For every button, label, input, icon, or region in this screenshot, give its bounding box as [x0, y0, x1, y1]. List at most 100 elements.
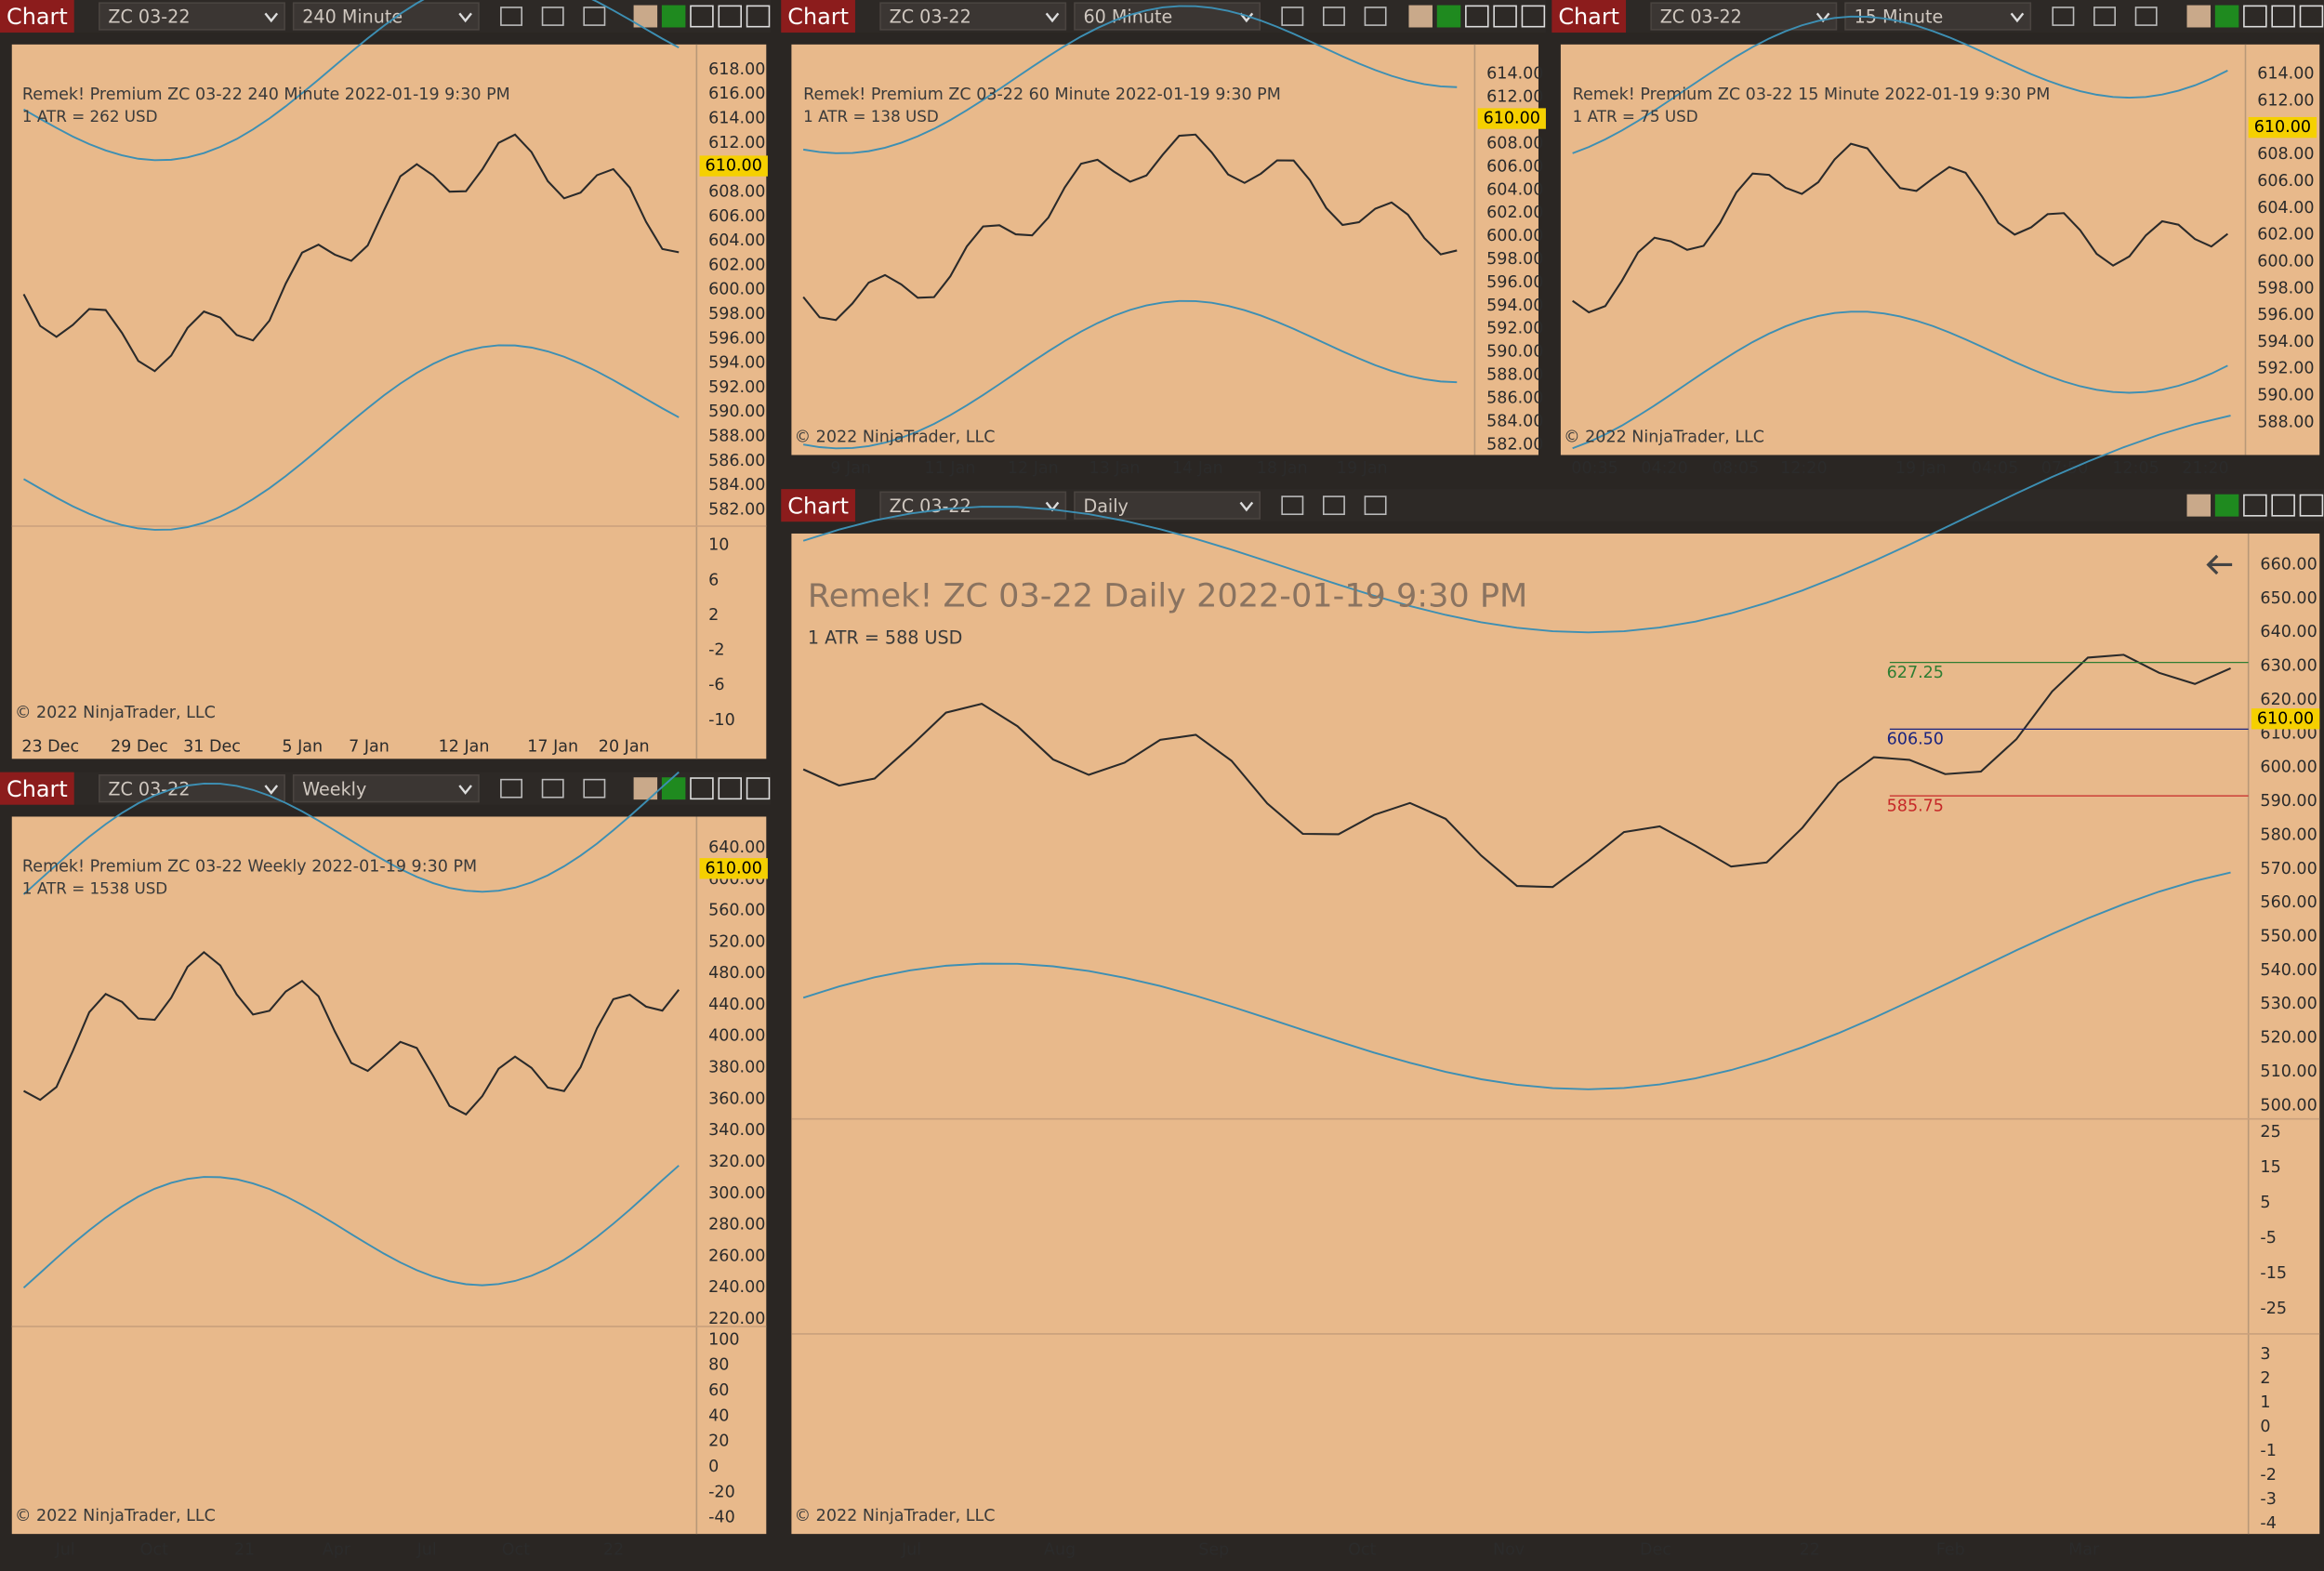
window-button[interactable] [2214, 5, 2239, 28]
tool-icon[interactable] [500, 7, 523, 26]
dropdown-arrow[interactable] [1239, 12, 1254, 23]
tool-icon[interactable] [2052, 7, 2075, 26]
window-button[interactable] [1493, 5, 1517, 28]
x-tick-label: 9 Jan [830, 459, 871, 478]
chart-tab-label[interactable]: Chart [7, 4, 68, 30]
tool-icon[interactable] [583, 778, 606, 799]
window-button[interactable] [2299, 494, 2324, 517]
window-button[interactable] [2271, 494, 2295, 517]
upper-band [802, 415, 2231, 634]
chart-tab[interactable] [0, 0, 74, 33]
window-button[interactable] [1465, 5, 1489, 28]
x-tick-label: 08:05 [1712, 459, 1759, 478]
window-button[interactable] [2271, 5, 2295, 28]
window-button[interactable] [2186, 5, 2212, 28]
tool-icon[interactable] [2134, 7, 2158, 26]
chart-tab[interactable] [1552, 0, 1627, 33]
window-button[interactable] [690, 777, 714, 800]
tool-icon[interactable] [583, 7, 606, 26]
price-tick-label: 612.00 [1486, 88, 1543, 107]
window-button[interactable] [1408, 5, 1433, 28]
x-tick-label: 17 Jan [527, 738, 578, 757]
dropdown-arrow[interactable] [2010, 12, 2025, 23]
chart-panel [791, 44, 1538, 455]
period-dropdown[interactable] [1074, 491, 1261, 520]
lower-band [22, 1165, 680, 1289]
period-dropdown[interactable] [292, 774, 480, 803]
window-button[interactable] [633, 777, 658, 800]
chart-tab-label[interactable]: Chart [787, 4, 849, 30]
tool-icon[interactable] [1322, 495, 1345, 516]
tool-icon[interactable] [1281, 7, 1304, 26]
tool-icon[interactable] [500, 778, 523, 799]
period-dropdown[interactable] [1844, 2, 2032, 31]
tool-icon[interactable] [541, 7, 564, 26]
dropdown-arrow[interactable] [264, 785, 279, 795]
period-label[interactable]: 60 Minute [1083, 7, 1172, 28]
window-button[interactable] [1436, 5, 1461, 28]
chart-tab-label[interactable]: Chart [7, 776, 68, 802]
indicator-tick-label: -20 [708, 1483, 735, 1501]
price-tick-label: 600.00 [1486, 227, 1543, 245]
window-button[interactable] [661, 5, 686, 28]
x-tick-label: 12:20 [1780, 459, 1827, 478]
window-button[interactable] [690, 5, 714, 28]
price-tick-label: 596.00 [708, 329, 765, 348]
period-label[interactable]: 15 Minute [1855, 7, 1944, 28]
window-button[interactable] [661, 777, 686, 800]
x-tick-label: Mar [2068, 1541, 2100, 1560]
window-button[interactable] [746, 777, 771, 800]
window-button[interactable] [2243, 494, 2267, 517]
dropdown-arrow[interactable] [1239, 501, 1254, 512]
tool-icon[interactable] [1364, 7, 1387, 26]
instrument-label[interactable]: ZC 03-22 [1660, 7, 1742, 28]
level-label: 606.50 [1887, 731, 1944, 749]
dropdown-arrow[interactable] [264, 12, 279, 23]
period-label[interactable]: Weekly [302, 778, 366, 799]
price-tick-label: 360.00 [708, 1089, 765, 1108]
price-tick-label: 630.00 [2260, 657, 2317, 676]
instrument-dropdown[interactable] [99, 774, 285, 803]
instrument-label[interactable]: ZC 03-22 [890, 7, 971, 28]
tool-icon[interactable] [1364, 495, 1387, 516]
x-tick-label: 21 [234, 1541, 255, 1560]
window-button[interactable] [718, 777, 742, 800]
tool-icon[interactable] [1322, 7, 1345, 26]
period-label[interactable]: Daily [1083, 495, 1128, 517]
tool-icon[interactable] [541, 778, 564, 799]
chart-tab[interactable] [781, 489, 855, 522]
instrument-dropdown[interactable] [879, 2, 1067, 31]
instrument-dropdown[interactable] [99, 2, 285, 31]
indicator-tick-label: 5 [2260, 1194, 2270, 1212]
chart-tab[interactable] [781, 0, 855, 33]
instrument-label[interactable]: ZC 03-22 [890, 495, 971, 517]
window-button[interactable] [718, 5, 742, 28]
window-button[interactable] [1521, 5, 1546, 28]
chart-tab-label[interactable]: Chart [1558, 4, 1619, 30]
instrument-label[interactable]: ZC 03-22 [108, 7, 190, 28]
price-tick-label: 588.00 [2257, 413, 2314, 431]
window-button[interactable] [2214, 494, 2239, 517]
chart-header: Remek! ZC 03-22 Daily 2022-01-19 9:30 PM [808, 577, 1527, 615]
window-button[interactable] [2186, 494, 2212, 517]
dropdown-arrow[interactable] [1045, 12, 1060, 23]
price-tick-label: 606.00 [708, 207, 765, 226]
tool-icon[interactable] [1281, 495, 1304, 516]
indicator-tick-label: 2 [708, 606, 719, 625]
back-arrow[interactable] [2206, 554, 2233, 575]
chart-tab[interactable] [0, 772, 74, 805]
window-button[interactable] [2243, 5, 2267, 28]
instrument-label[interactable]: ZC 03-22 [108, 778, 190, 799]
window-button[interactable] [746, 5, 771, 28]
period-label[interactable]: 240 Minute [302, 7, 403, 28]
dropdown-arrow[interactable] [458, 12, 472, 23]
price-tick-label: 340.00 [708, 1121, 765, 1140]
window-button[interactable] [2299, 5, 2324, 28]
last-price: 610.00 [706, 157, 762, 176]
price-tick-label: 280.00 [708, 1216, 765, 1234]
tool-icon[interactable] [2093, 7, 2116, 26]
dropdown-arrow[interactable] [458, 785, 472, 795]
price-tick-label: 608.00 [2257, 145, 2314, 164]
window-button[interactable] [633, 5, 658, 28]
chart-tab-label[interactable]: Chart [787, 493, 849, 519]
